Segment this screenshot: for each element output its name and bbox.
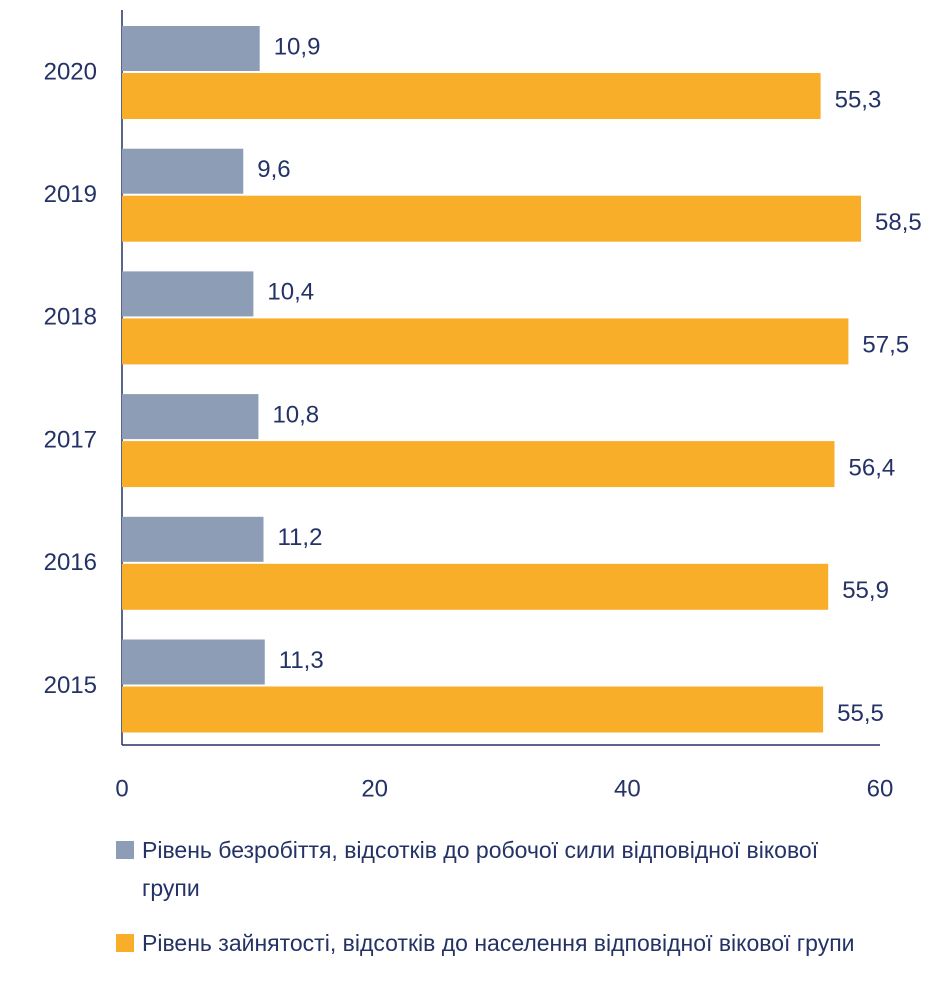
data-label: 55,9 [842,577,889,604]
legend-label: Рівень безробіття, відсотків до робочої … [142,837,819,901]
data-label: 55,5 [837,700,884,727]
bar [122,26,260,71]
y-tick-label: 2017 [44,426,97,453]
bar [122,639,265,685]
bar [122,441,835,488]
bar [122,271,254,317]
bar [122,148,244,194]
y-tick-label: 2019 [44,181,97,208]
bar [122,318,849,365]
bar [122,686,824,733]
bar [122,563,829,610]
bar [122,516,264,562]
data-label: 57,5 [862,332,909,359]
bar [122,195,862,242]
legend-swatch [116,934,134,952]
x-tick-label: 60 [867,775,894,802]
data-label: 11,3 [279,647,324,674]
data-label: 11,2 [277,524,322,551]
x-tick-label: 20 [361,775,388,802]
legend-swatch [116,841,134,859]
x-tick-label: 40 [614,775,641,802]
data-label: 10,9 [274,33,321,60]
bar [122,394,259,440]
y-tick-label: 2018 [44,304,97,331]
data-label: 56,4 [849,454,896,481]
data-label: 9,6 [257,156,290,183]
y-tick-label: 2016 [44,549,97,576]
data-label: 55,3 [835,86,882,113]
y-tick-label: 2015 [44,672,97,699]
y-tick-label: 2020 [44,58,97,85]
data-label: 10,8 [272,401,319,428]
data-label: 58,5 [875,209,922,236]
x-tick-label: 0 [115,775,128,802]
legend-label: Рівень зайнятості, відсотків до населенн… [142,930,855,956]
data-label: 10,4 [267,279,314,306]
chart: 0 20 40 60 2020 10,9 55,3 2019 9,6 58,5 2018 10,4 57… [44,10,922,802]
bar [122,73,821,119]
